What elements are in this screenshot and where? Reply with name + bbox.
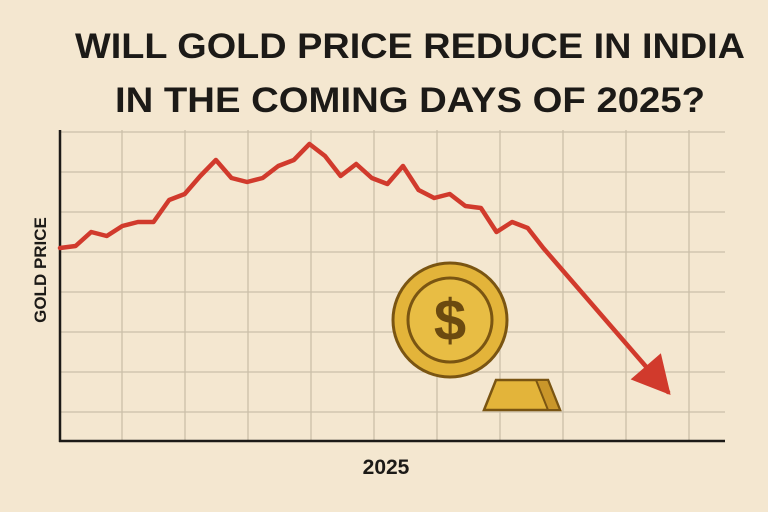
gold-bar-side: [534, 379, 562, 411]
price-line: [57, 141, 671, 395]
series: [57, 141, 671, 396]
gold-bar: [482, 378, 562, 412]
chart-title: IN THE COMING DAYS OF 2025?: [115, 81, 705, 120]
x-axis-label: 2025: [363, 456, 410, 479]
coin-symbol: $: [434, 288, 466, 353]
coin-inner: [406, 276, 494, 364]
arrow-head: [630, 353, 671, 396]
coin: $: [391, 261, 509, 379]
y-axis-label: GOLD PRICE: [31, 217, 50, 323]
chart-title: WILL GOLD PRICE REDUCE IN INDIA: [75, 27, 745, 66]
